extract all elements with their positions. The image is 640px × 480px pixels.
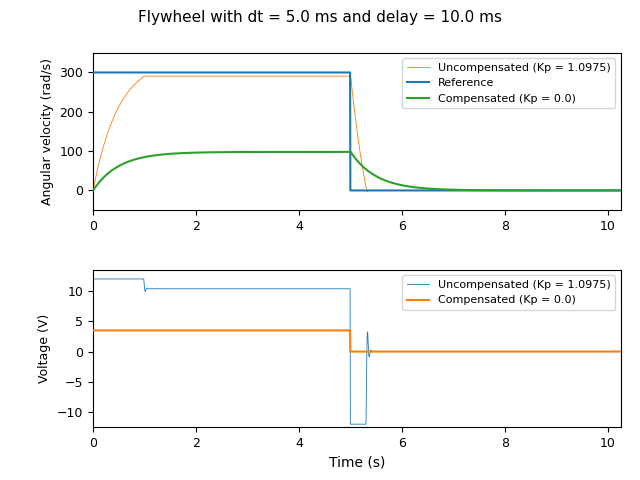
Uncompensated (Kp = 1.0975) <box>497 348 505 354</box>
Uncompensated (Kp = 1.0975) <box>110 115 118 120</box>
X-axis label: Time (s): Time (s) <box>328 456 385 469</box>
Legend: Uncompensated (Kp = 1.0975), Reference, Compensated (Kp = 0.0): Uncompensated (Kp = 1.0975), Reference, … <box>403 59 615 108</box>
Compensated (Kp = 0.0) <box>89 188 97 193</box>
Uncompensated (Kp = 1.0975) <box>617 348 625 354</box>
Reference <box>158 70 166 75</box>
Reference <box>514 188 522 193</box>
Compensated (Kp = 0.0) <box>110 327 118 333</box>
Uncompensated (Kp = 1.0975) <box>89 276 97 282</box>
Uncompensated (Kp = 1.0975) <box>141 73 149 79</box>
Uncompensated (Kp = 1.0975) <box>89 188 97 193</box>
Compensated (Kp = 0.0) <box>438 186 446 192</box>
Uncompensated (Kp = 1.0975) <box>617 188 625 193</box>
Uncompensated (Kp = 1.0975) <box>497 188 505 193</box>
Compensated (Kp = 0.0) <box>323 327 330 333</box>
Y-axis label: Angular velocity (rad/s): Angular velocity (rad/s) <box>41 58 54 205</box>
Compensated (Kp = 0.0) <box>346 348 354 354</box>
Legend: Uncompensated (Kp = 1.0975), Compensated (Kp = 0.0): Uncompensated (Kp = 1.0975), Compensated… <box>403 276 615 310</box>
Uncompensated (Kp = 1.0975) <box>514 348 522 354</box>
Uncompensated (Kp = 1.0975) <box>346 421 354 427</box>
Uncompensated (Kp = 1.0975) <box>514 188 522 193</box>
Compensated (Kp = 0.0) <box>323 149 330 155</box>
Line: Compensated (Kp = 0.0): Compensated (Kp = 0.0) <box>93 152 621 191</box>
Reference <box>323 70 330 75</box>
Reference <box>497 188 505 193</box>
Reference <box>438 188 446 193</box>
Uncompensated (Kp = 1.0975) <box>438 188 446 193</box>
Compensated (Kp = 0.0) <box>497 188 505 193</box>
Compensated (Kp = 0.0) <box>617 348 625 354</box>
Compensated (Kp = 0.0) <box>347 149 355 155</box>
Uncompensated (Kp = 1.0975) <box>438 348 446 354</box>
Compensated (Kp = 0.0) <box>617 188 625 193</box>
Line: Uncompensated (Kp = 1.0975): Uncompensated (Kp = 1.0975) <box>93 76 621 192</box>
Text: Flywheel with dt = 5.0 ms and delay = 10.0 ms: Flywheel with dt = 5.0 ms and delay = 10… <box>138 10 502 24</box>
Reference <box>617 188 625 193</box>
Compensated (Kp = 0.0) <box>89 327 97 333</box>
Reference <box>89 70 97 75</box>
Line: Uncompensated (Kp = 1.0975): Uncompensated (Kp = 1.0975) <box>93 279 621 424</box>
Uncompensated (Kp = 1.0975) <box>110 276 118 282</box>
Compensated (Kp = 0.0) <box>497 348 505 354</box>
Reference <box>346 188 354 193</box>
Uncompensated (Kp = 1.0975) <box>158 286 166 292</box>
Y-axis label: Voltage (V): Voltage (V) <box>38 314 51 383</box>
Line: Reference: Reference <box>93 72 621 191</box>
Uncompensated (Kp = 1.0975) <box>323 73 331 79</box>
Compensated (Kp = 0.0) <box>514 348 522 354</box>
Compensated (Kp = 0.0) <box>158 152 166 157</box>
Compensated (Kp = 0.0) <box>438 348 446 354</box>
Reference <box>110 70 118 75</box>
Compensated (Kp = 0.0) <box>158 327 166 333</box>
Uncompensated (Kp = 1.0975) <box>364 189 371 194</box>
Compensated (Kp = 0.0) <box>514 188 522 193</box>
Line: Compensated (Kp = 0.0): Compensated (Kp = 0.0) <box>93 330 621 351</box>
Uncompensated (Kp = 1.0975) <box>323 286 330 292</box>
Uncompensated (Kp = 1.0975) <box>159 73 166 79</box>
Compensated (Kp = 0.0) <box>110 166 118 172</box>
